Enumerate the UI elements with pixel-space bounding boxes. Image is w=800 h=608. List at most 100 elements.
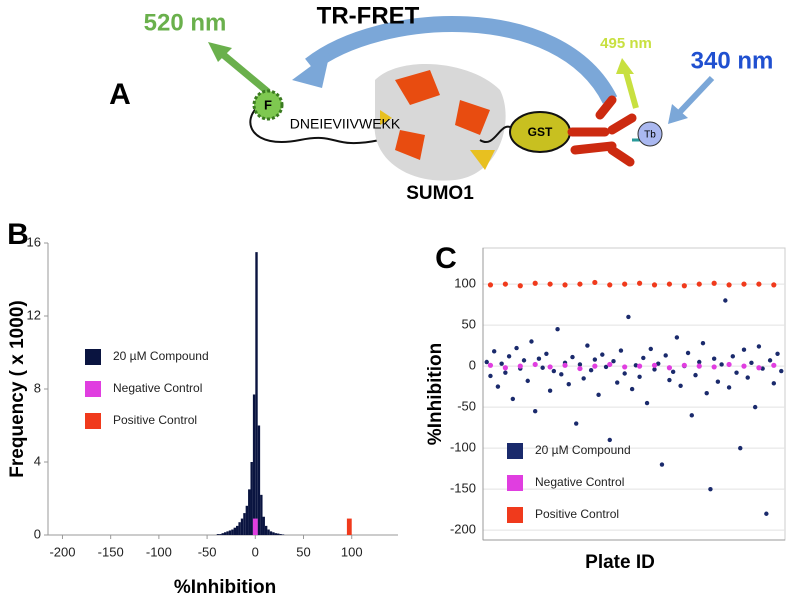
- point: [544, 351, 549, 357]
- bar: [274, 533, 277, 535]
- label-peptide: DNEIEVIIVWEKK: [290, 116, 401, 132]
- point: [596, 392, 601, 398]
- fret-arrow-head: [292, 52, 330, 88]
- point: [648, 346, 653, 352]
- bar: [221, 533, 224, 535]
- y-tick-label: 8: [34, 380, 41, 395]
- point: [487, 362, 494, 368]
- point: [749, 360, 754, 366]
- diagram: A 520 nm TR-FRET 495 nm 340 nm F DNEIEVI…: [109, 2, 773, 204]
- bar: [248, 489, 251, 535]
- peptide-chain: [249, 104, 381, 145]
- bar: [260, 494, 263, 535]
- point: [484, 359, 489, 365]
- point: [738, 445, 743, 451]
- point: [741, 363, 747, 369]
- bar: [219, 534, 222, 535]
- point: [532, 280, 538, 286]
- y-tick-label: 16: [27, 234, 41, 249]
- point: [681, 362, 687, 368]
- point: [644, 400, 650, 406]
- point: [771, 381, 777, 386]
- y-tick-label: -50: [457, 399, 476, 414]
- point: [611, 358, 616, 364]
- point: [495, 384, 501, 389]
- point: [622, 281, 628, 287]
- plot-frame: [482, 247, 786, 541]
- y-axis-label: %Inhibition: [425, 343, 446, 445]
- point: [726, 385, 732, 390]
- point: [581, 376, 586, 381]
- point: [517, 363, 523, 369]
- y-tick-label: 4: [34, 453, 41, 468]
- x-axis-label: Plate ID: [585, 552, 655, 573]
- point: [540, 365, 545, 370]
- point: [547, 281, 553, 287]
- x-axis-label: %Inhibition: [174, 577, 276, 598]
- point: [577, 281, 583, 287]
- x-tick-label: -200: [49, 544, 75, 559]
- point: [666, 281, 673, 287]
- point: [685, 350, 691, 356]
- bar: [252, 394, 256, 535]
- bar: [262, 516, 265, 535]
- legend-swatch: [85, 381, 101, 397]
- point: [760, 366, 765, 371]
- point: [719, 362, 724, 367]
- point: [696, 281, 702, 287]
- point: [618, 348, 624, 353]
- bar: [252, 518, 258, 535]
- point: [615, 380, 620, 385]
- point: [741, 347, 747, 352]
- point: [574, 421, 579, 426]
- sumo1-patches-yellow: [380, 110, 495, 170]
- y-tick-label: -200: [450, 522, 476, 537]
- point: [775, 351, 780, 357]
- point: [536, 356, 542, 361]
- point: [651, 282, 658, 288]
- point: [779, 368, 784, 374]
- label-sumo1: SUMO1: [406, 183, 474, 204]
- point: [588, 368, 594, 373]
- point: [562, 282, 568, 288]
- bar: [238, 522, 241, 535]
- point: [517, 283, 523, 289]
- point: [603, 364, 609, 370]
- point: [771, 282, 777, 288]
- point: [592, 357, 598, 362]
- bar: [267, 529, 270, 535]
- point: [741, 281, 747, 287]
- legend-label: Negative Control: [113, 381, 202, 395]
- point: [678, 383, 683, 388]
- point: [674, 335, 680, 340]
- point: [767, 358, 773, 363]
- bar: [255, 252, 258, 535]
- y-tick-label: -100: [450, 440, 476, 455]
- point: [708, 486, 713, 492]
- label-tr-fret: TR-FRET: [317, 2, 420, 29]
- point: [756, 281, 762, 287]
- bar: [346, 518, 352, 535]
- point: [704, 390, 709, 396]
- point: [577, 365, 583, 372]
- y-tick-label: 0: [34, 526, 41, 541]
- point: [734, 370, 739, 375]
- point: [641, 355, 646, 361]
- point: [636, 363, 643, 369]
- point: [525, 378, 530, 384]
- legend-label: Positive Control: [535, 507, 619, 521]
- point: [667, 377, 672, 383]
- label-tb: Tb: [644, 130, 656, 141]
- point: [555, 327, 560, 332]
- point: [491, 349, 497, 354]
- point: [700, 340, 706, 346]
- green-arrow: [217, 49, 271, 95]
- point: [592, 363, 598, 369]
- point: [726, 282, 732, 288]
- point: [633, 363, 639, 368]
- point: [532, 409, 538, 414]
- bar: [264, 525, 268, 535]
- point: [715, 379, 721, 384]
- y-axis-label: Frequency ( x 1000): [7, 300, 28, 477]
- panel-label: B: [7, 218, 29, 251]
